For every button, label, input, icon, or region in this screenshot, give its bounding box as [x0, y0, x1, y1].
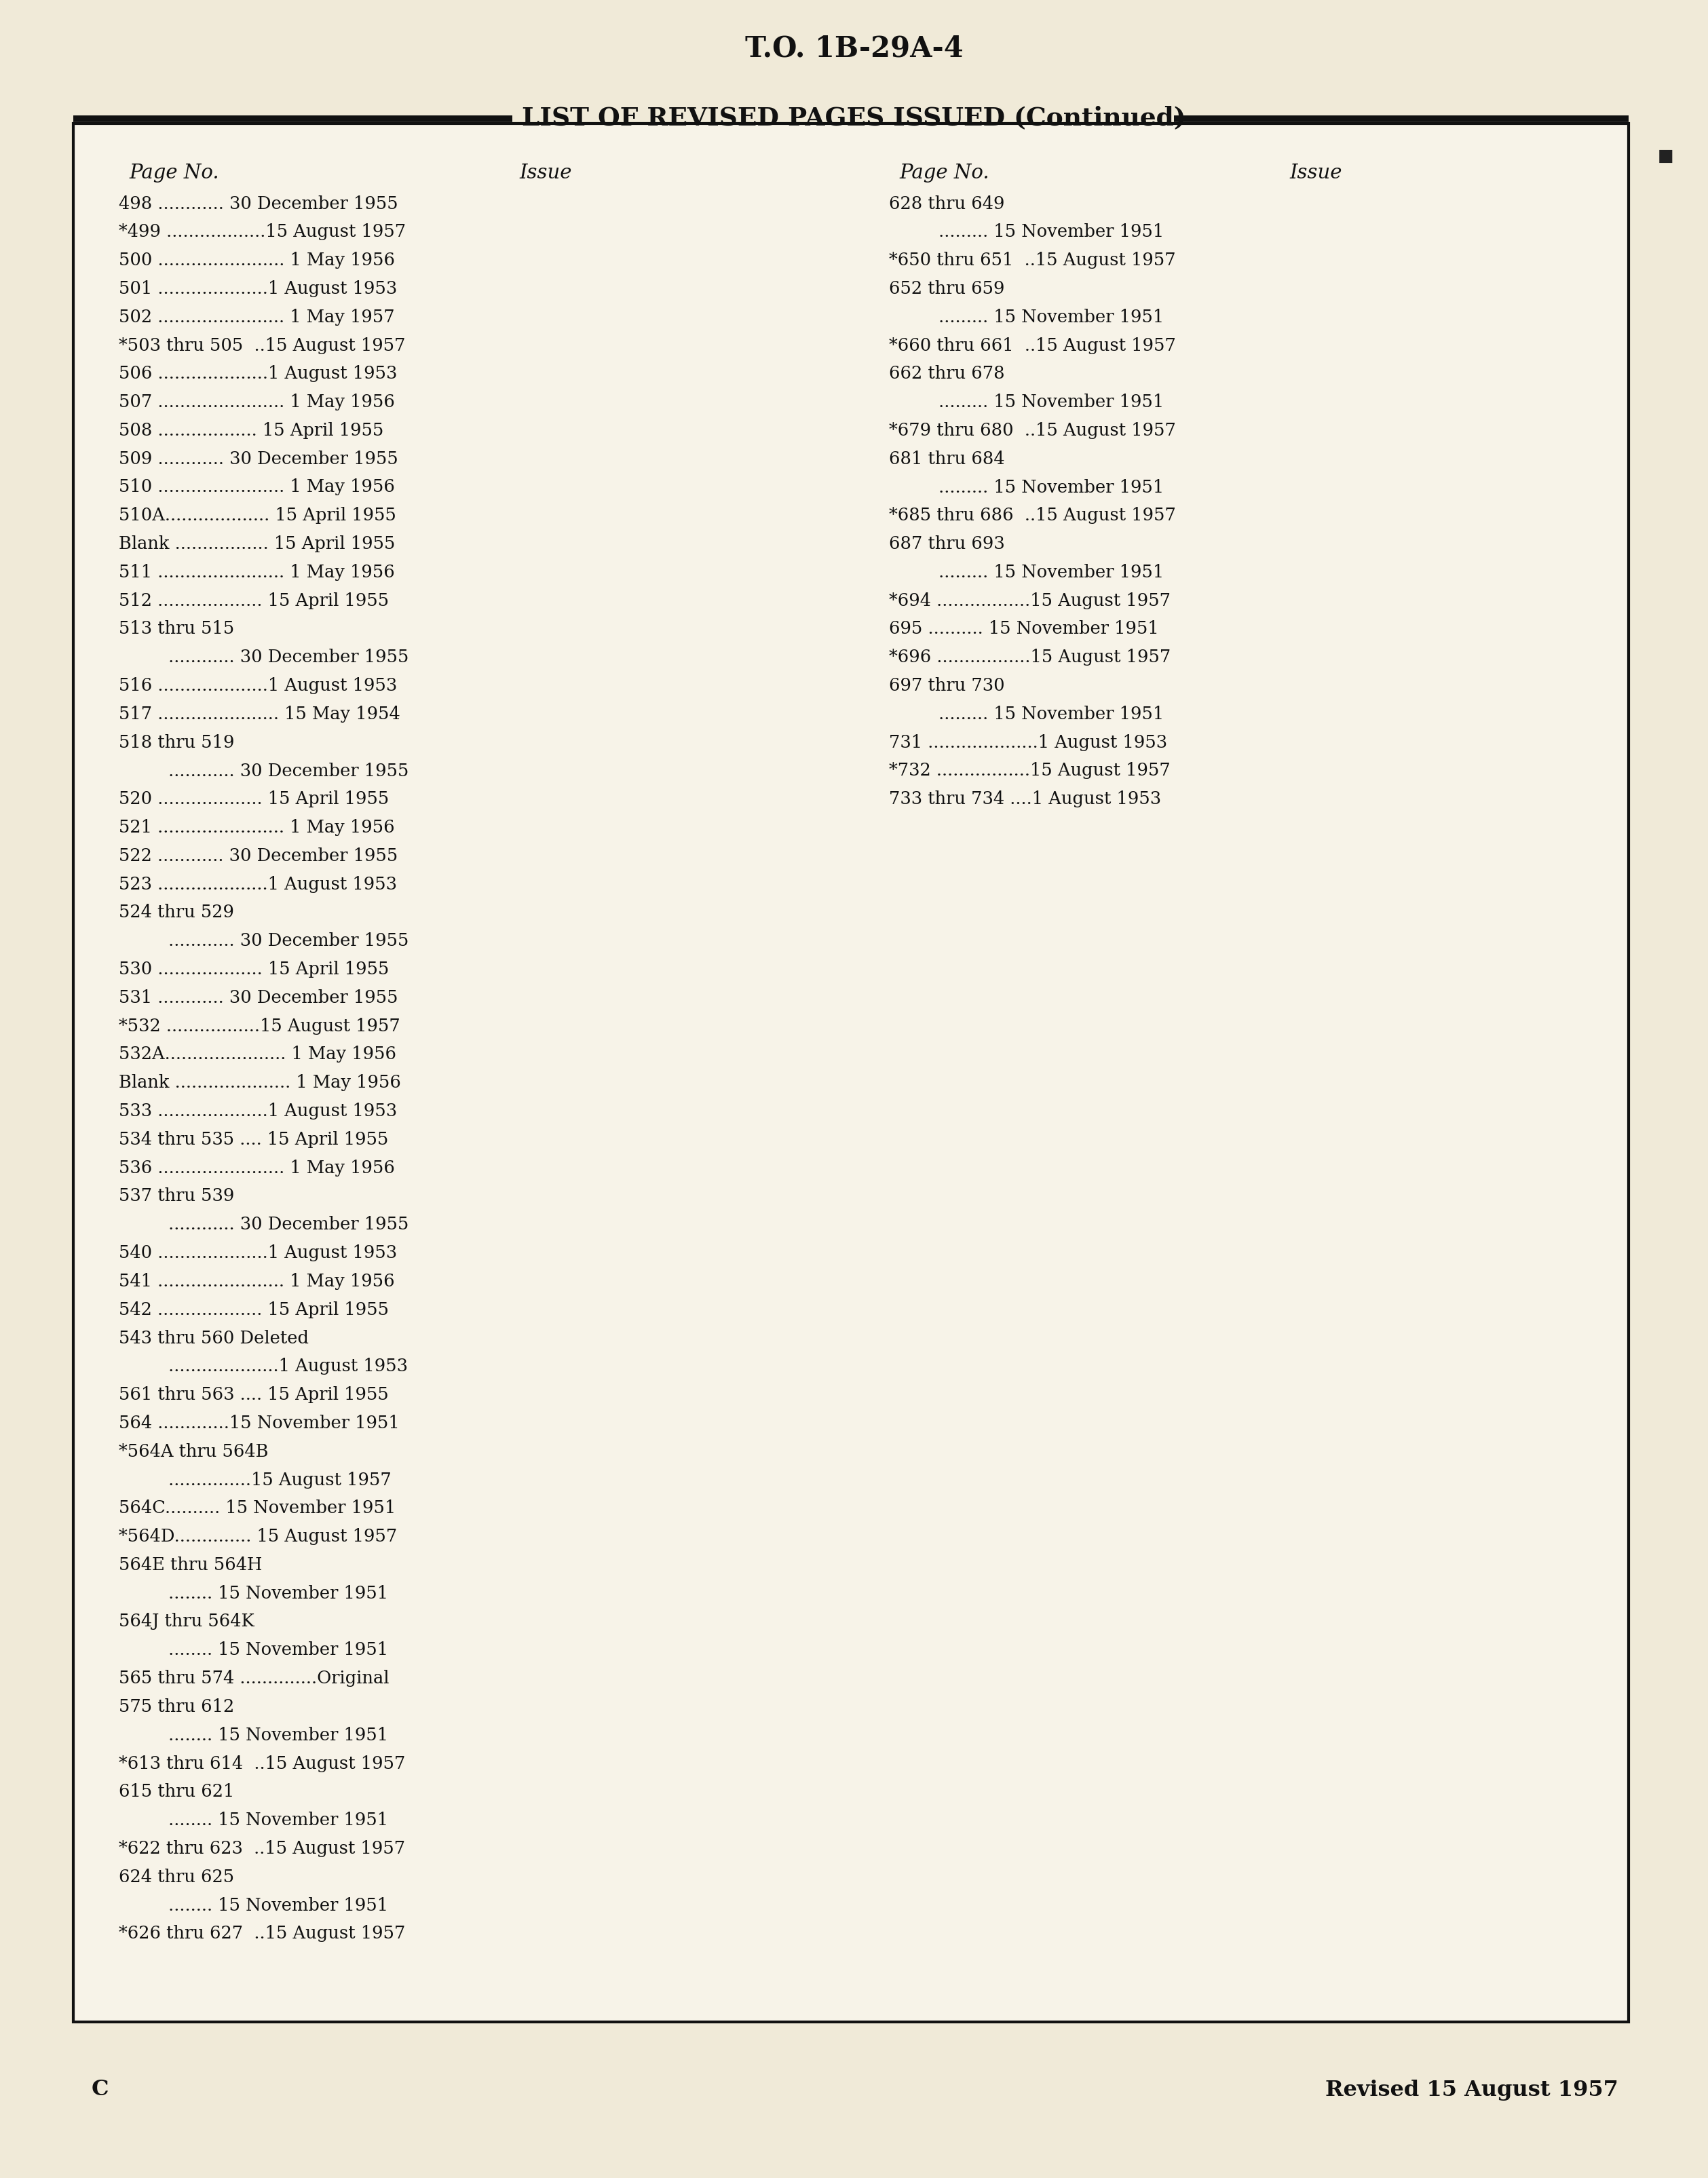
Text: 697 thru 730: 697 thru 730 [888, 677, 1004, 695]
Text: 662 thru 678: 662 thru 678 [888, 366, 1004, 381]
Text: 564 .............15 November 1951: 564 .............15 November 1951 [120, 1416, 400, 1431]
Text: 628 thru 649: 628 thru 649 [888, 196, 1004, 211]
Text: 501 ....................1 August 1953: 501 ....................1 August 1953 [120, 281, 398, 296]
Text: 511 ....................... 1 May 1956: 511 ....................... 1 May 1956 [120, 564, 395, 582]
Text: 524 thru 529: 524 thru 529 [120, 904, 234, 921]
Text: ........ 15 November 1951: ........ 15 November 1951 [120, 1897, 388, 1914]
Text: 533 ....................1 August 1953: 533 ....................1 August 1953 [120, 1102, 396, 1119]
Text: 624 thru 625: 624 thru 625 [120, 1869, 234, 1886]
Text: ......... 15 November 1951: ......... 15 November 1951 [888, 394, 1163, 412]
Text: ........ 15 November 1951: ........ 15 November 1951 [120, 1812, 388, 1830]
Text: 509 ............ 30 December 1955: 509 ............ 30 December 1955 [120, 451, 398, 468]
Text: 695 .......... 15 November 1951: 695 .......... 15 November 1951 [888, 621, 1158, 638]
Text: 681 thru 684: 681 thru 684 [888, 451, 1004, 468]
Text: 512 ................... 15 April 1955: 512 ................... 15 April 1955 [120, 592, 389, 610]
Text: Revised 15 August 1957: Revised 15 August 1957 [1325, 2080, 1619, 2100]
Text: LIST OF REVISED PAGES ISSUED (Continued): LIST OF REVISED PAGES ISSUED (Continued) [521, 105, 1185, 131]
Text: *564A thru 564B: *564A thru 564B [120, 1444, 268, 1459]
Text: 513 thru 515: 513 thru 515 [120, 621, 234, 638]
Text: 564C.......... 15 November 1951: 564C.......... 15 November 1951 [120, 1501, 396, 1516]
Text: 733 thru 734 ....1 August 1953: 733 thru 734 ....1 August 1953 [888, 791, 1161, 808]
Text: 687 thru 693: 687 thru 693 [888, 536, 1004, 553]
Text: *532 .................15 August 1957: *532 .................15 August 1957 [120, 1017, 400, 1035]
Text: 731 ....................1 August 1953: 731 ....................1 August 1953 [888, 734, 1167, 751]
Text: 506 ....................1 August 1953: 506 ....................1 August 1953 [120, 366, 398, 381]
Text: 517 ...................... 15 May 1954: 517 ...................... 15 May 1954 [120, 706, 400, 723]
Text: 652 thru 659: 652 thru 659 [888, 281, 1004, 296]
Text: T.O. 1B-29A-4: T.O. 1B-29A-4 [745, 35, 963, 63]
Text: ........ 15 November 1951: ........ 15 November 1951 [120, 1642, 388, 1657]
Text: 502 ....................... 1 May 1957: 502 ....................... 1 May 1957 [120, 309, 395, 325]
Text: 520 ................... 15 April 1955: 520 ................... 15 April 1955 [120, 791, 389, 808]
Text: 564E thru 564H: 564E thru 564H [120, 1557, 263, 1573]
Text: *650 thru 651  ..15 August 1957: *650 thru 651 ..15 August 1957 [888, 253, 1175, 268]
Text: 532A...................... 1 May 1956: 532A...................... 1 May 1956 [120, 1045, 396, 1063]
Text: *696 .................15 August 1957: *696 .................15 August 1957 [888, 649, 1170, 666]
Text: 541 ....................... 1 May 1956: 541 ....................... 1 May 1956 [120, 1272, 395, 1289]
Text: *694 .................15 August 1957: *694 .................15 August 1957 [888, 592, 1170, 610]
Text: 508 .................. 15 April 1955: 508 .................. 15 April 1955 [120, 423, 384, 440]
Text: Blank ................. 15 April 1955: Blank ................. 15 April 1955 [120, 536, 395, 553]
Text: ............ 30 December 1955: ............ 30 December 1955 [120, 1215, 408, 1233]
Text: ........ 15 November 1951: ........ 15 November 1951 [120, 1727, 388, 1745]
Text: *732 .................15 August 1957: *732 .................15 August 1957 [888, 762, 1170, 780]
Text: ■: ■ [1658, 148, 1674, 163]
Text: ............ 30 December 1955: ............ 30 December 1955 [120, 649, 408, 666]
Text: *679 thru 680  ..15 August 1957: *679 thru 680 ..15 August 1957 [888, 423, 1175, 440]
Text: 510A................... 15 April 1955: 510A................... 15 April 1955 [120, 507, 396, 525]
Text: *626 thru 627  ..15 August 1957: *626 thru 627 ..15 August 1957 [120, 1925, 405, 1943]
Text: 565 thru 574 ..............Original: 565 thru 574 ..............Original [120, 1671, 389, 1686]
Text: 522 ............ 30 December 1955: 522 ............ 30 December 1955 [120, 847, 398, 865]
Text: *503 thru 505  ..15 August 1957: *503 thru 505 ..15 August 1957 [120, 338, 405, 353]
Text: *564D.............. 15 August 1957: *564D.............. 15 August 1957 [120, 1529, 398, 1544]
Text: *660 thru 661  ..15 August 1957: *660 thru 661 ..15 August 1957 [888, 338, 1175, 353]
Text: 507 ....................... 1 May 1956: 507 ....................... 1 May 1956 [120, 394, 395, 412]
Text: 564J thru 564K: 564J thru 564K [120, 1614, 254, 1629]
Text: 498 ............ 30 December 1955: 498 ............ 30 December 1955 [120, 196, 398, 211]
Text: Page No.: Page No. [898, 163, 989, 183]
Text: ............ 30 December 1955: ............ 30 December 1955 [120, 762, 408, 780]
Text: 534 thru 535 .... 15 April 1955: 534 thru 535 .... 15 April 1955 [120, 1130, 388, 1148]
Text: ....................1 August 1953: ....................1 August 1953 [120, 1357, 408, 1374]
Text: 536 ....................... 1 May 1956: 536 ....................... 1 May 1956 [120, 1159, 395, 1176]
Text: *622 thru 623  ..15 August 1957: *622 thru 623 ..15 August 1957 [120, 1840, 405, 1858]
Text: 543 thru 560 Deleted: 543 thru 560 Deleted [120, 1329, 309, 1346]
Bar [73, 124, 1629, 2021]
Text: 500 ....................... 1 May 1956: 500 ....................... 1 May 1956 [120, 253, 395, 268]
Text: 537 thru 539: 537 thru 539 [120, 1187, 234, 1204]
Text: 530 ................... 15 April 1955: 530 ................... 15 April 1955 [120, 960, 389, 978]
Text: *499 ..................15 August 1957: *499 ..................15 August 1957 [120, 224, 407, 240]
Text: Page No.: Page No. [128, 163, 219, 183]
Text: 615 thru 621: 615 thru 621 [120, 1784, 234, 1801]
Text: ......... 15 November 1951: ......... 15 November 1951 [888, 564, 1163, 582]
Text: Blank ..................... 1 May 1956: Blank ..................... 1 May 1956 [120, 1074, 401, 1091]
Text: 510 ....................... 1 May 1956: 510 ....................... 1 May 1956 [120, 479, 395, 497]
Text: C: C [92, 2080, 109, 2100]
Text: Issue: Issue [1290, 163, 1342, 183]
Text: 521 ....................... 1 May 1956: 521 ....................... 1 May 1956 [120, 819, 395, 836]
Text: ......... 15 November 1951: ......... 15 November 1951 [888, 706, 1163, 723]
Text: *685 thru 686  ..15 August 1957: *685 thru 686 ..15 August 1957 [888, 507, 1175, 525]
Text: ......... 15 November 1951: ......... 15 November 1951 [888, 224, 1163, 240]
Text: 575 thru 612: 575 thru 612 [120, 1699, 234, 1716]
Text: 540 ....................1 August 1953: 540 ....................1 August 1953 [120, 1244, 396, 1261]
Text: ......... 15 November 1951: ......... 15 November 1951 [888, 479, 1163, 497]
Text: ......... 15 November 1951: ......... 15 November 1951 [888, 309, 1163, 325]
Text: 561 thru 563 .... 15 April 1955: 561 thru 563 .... 15 April 1955 [120, 1385, 389, 1403]
Text: ............ 30 December 1955: ............ 30 December 1955 [120, 932, 408, 950]
Text: ........ 15 November 1951: ........ 15 November 1951 [120, 1586, 388, 1601]
Text: 516 ....................1 August 1953: 516 ....................1 August 1953 [120, 677, 398, 695]
Text: 518 thru 519: 518 thru 519 [120, 734, 234, 751]
Text: 542 ................... 15 April 1955: 542 ................... 15 April 1955 [120, 1300, 389, 1318]
Text: ...............15 August 1957: ...............15 August 1957 [120, 1472, 391, 1488]
Text: Issue: Issue [519, 163, 572, 183]
Text: 531 ............ 30 December 1955: 531 ............ 30 December 1955 [120, 989, 398, 1006]
Text: 523 ....................1 August 1953: 523 ....................1 August 1953 [120, 876, 396, 893]
Text: *613 thru 614  ..15 August 1957: *613 thru 614 ..15 August 1957 [120, 1755, 405, 1773]
